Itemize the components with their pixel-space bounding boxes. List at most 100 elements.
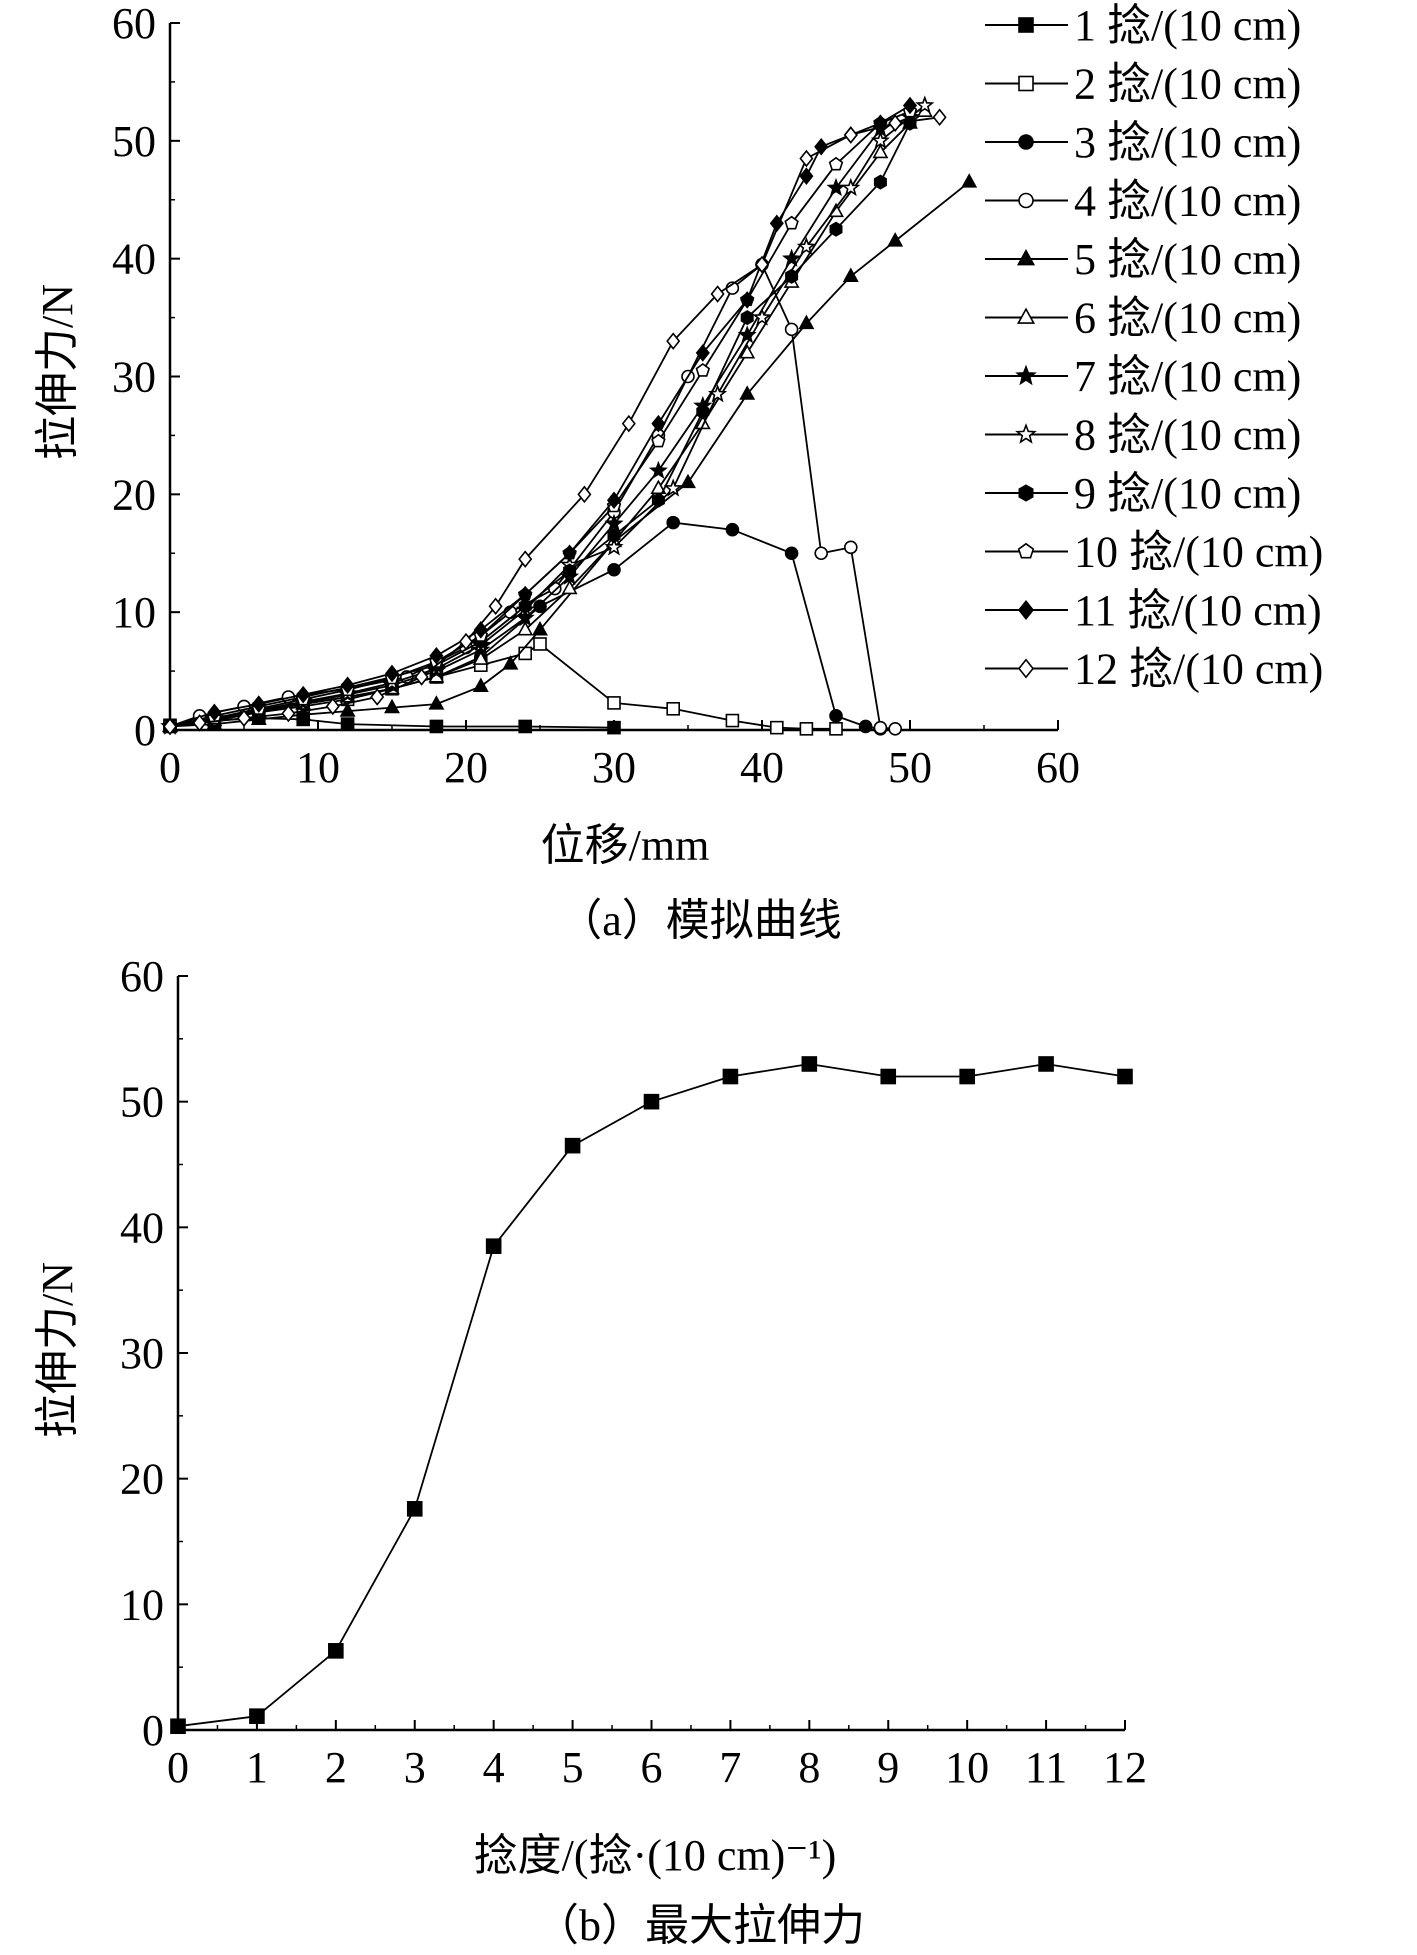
chart-a-series-line — [169, 116, 911, 728]
chart-b-data-point — [643, 1093, 660, 1110]
chart-a-data-point — [607, 528, 621, 544]
chart-b-x-tick-label: 12 — [1103, 1743, 1147, 1792]
chart-a-data-point — [429, 719, 444, 734]
chart-b-y-tick-label: 20 — [120, 1455, 164, 1504]
chart-b-data-point — [564, 1137, 581, 1154]
legend-item: 1 捻/(10 cm) — [985, 1, 1301, 50]
chart-a-y-tick-label: 10 — [112, 588, 156, 637]
chart-a-data-point — [518, 585, 533, 604]
chart-b-caption: （b）最大拉伸力 — [535, 1901, 865, 1950]
chart-a-data-point — [814, 137, 829, 156]
legend-label: 11 捻/(10 cm) — [1074, 586, 1322, 635]
chart-a-data-point — [384, 698, 400, 714]
legend-label: 10 捻/(10 cm) — [1074, 528, 1323, 577]
chart-a-data-point — [870, 130, 890, 149]
chart-b-data-point — [959, 1068, 975, 1085]
chart-a-data-point — [814, 546, 829, 561]
chart-a-data-point — [472, 677, 489, 693]
chart-a-data-point — [725, 522, 740, 537]
chart-a-data-point — [604, 537, 624, 556]
legend-label: 12 捻/(10 cm) — [1074, 645, 1323, 694]
legend-marker — [1015, 364, 1037, 386]
chart-a-data-point — [739, 385, 756, 400]
chart-b-data-point — [170, 1718, 186, 1735]
chart-b-series — [170, 1056, 1133, 1735]
chart-b-series-1 — [170, 1056, 1133, 1735]
chart-a-data-point — [828, 156, 844, 171]
chart-a-data-point — [680, 473, 696, 489]
legend-label: 6 捻/(10 cm) — [1074, 294, 1301, 343]
legend-item: 2 捻/(10 cm) — [985, 60, 1301, 109]
chart-a-data-point — [250, 710, 267, 725]
chart-a-data-point — [533, 637, 547, 651]
chart-a-data-point — [902, 96, 918, 115]
chart-a-data-point — [784, 215, 799, 230]
chart-a-data-point — [841, 177, 861, 197]
chart-a-data-point — [961, 173, 978, 188]
chart-a-data-point — [782, 248, 802, 267]
chart-a-data-point — [725, 713, 740, 728]
chart-a-data-point — [532, 620, 548, 636]
legend-label: 9 捻/(10 cm) — [1074, 469, 1301, 518]
chart-a-series-6 — [162, 102, 933, 733]
chart-a-data-point — [458, 632, 474, 651]
chart-a-data-point — [651, 414, 666, 433]
chart-a-data-point — [162, 717, 178, 736]
chart-b-series-line — [177, 1063, 1126, 1728]
chart-a-series — [160, 95, 978, 736]
chart-b-x-tick-label: 2 — [325, 1743, 347, 1792]
chart-a-series-line — [169, 122, 911, 728]
chart-a-data-point — [340, 676, 355, 695]
legend-item: 3 捻/(10 cm) — [985, 118, 1301, 167]
chart-b-data-point — [1038, 1056, 1054, 1072]
chart-a-data-point — [562, 544, 577, 563]
chart-a-y-tick-label: 40 — [112, 235, 156, 284]
chart-a-x-tick-label: 20 — [444, 743, 488, 792]
chart-a-data-point — [666, 515, 681, 530]
chart-a-data-point — [518, 646, 533, 661]
chart-a-data-point — [207, 703, 222, 722]
chart-a-data-point — [621, 414, 636, 433]
chart-a-data-point — [829, 722, 843, 736]
chart-b-data-point — [406, 1501, 423, 1517]
legend-item: 9 捻/(10 cm) — [985, 469, 1301, 518]
chart-b-data-point — [328, 1643, 344, 1659]
chart-a-data-point — [696, 404, 710, 420]
legend-marker — [1015, 423, 1037, 444]
chart-a-data-point — [577, 485, 592, 504]
chart-a-data-point — [785, 268, 799, 284]
chart-a-data-point — [769, 720, 784, 735]
chart-a-x-axis-label: 位移/mm — [541, 821, 710, 870]
chart-b-y-tick-label: 0 — [142, 1706, 164, 1755]
chart-b-x-tick-label: 9 — [877, 1743, 899, 1792]
chart-a-data-point — [710, 285, 725, 303]
chart-b-data-point — [249, 1708, 265, 1724]
chart-a-data-point — [888, 114, 903, 132]
chart-a-data-point — [607, 696, 621, 710]
chart-a-data-point — [695, 363, 711, 377]
legend-item: 8 捻/(10 cm) — [985, 411, 1301, 460]
legend-item: 6 捻/(10 cm) — [985, 294, 1301, 343]
legend-marker — [1017, 542, 1035, 559]
chart-a-data-point — [518, 598, 532, 614]
chart-a-data-point — [932, 108, 947, 127]
chart-a-data-point — [325, 697, 340, 716]
chart-a-y-tick-label: 60 — [112, 0, 156, 48]
legend-item: 5 捻/(10 cm) — [985, 235, 1301, 284]
legend-label: 4 捻/(10 cm) — [1074, 177, 1301, 226]
legend-label: 5 捻/(10 cm) — [1074, 235, 1301, 284]
chart-a-data-point — [873, 114, 888, 132]
legend-marker — [1018, 484, 1034, 502]
chart-a-series-12 — [162, 108, 947, 736]
chart-a-series-line — [169, 181, 970, 728]
chart-b-y-tick-label: 10 — [120, 1580, 164, 1629]
chart-a-data-point — [651, 433, 666, 448]
legend-marker — [1018, 75, 1034, 92]
chart-b-x-tick-label: 7 — [719, 1743, 741, 1792]
chart-a-data-point — [339, 702, 356, 717]
legend-item: 7 捻/(10 cm) — [985, 352, 1301, 401]
legend-item: 11 捻/(10 cm) — [985, 586, 1322, 635]
chart-a-data-point — [384, 664, 400, 683]
chart-a-data-point — [666, 701, 681, 716]
chart-a-series-line — [169, 642, 836, 730]
